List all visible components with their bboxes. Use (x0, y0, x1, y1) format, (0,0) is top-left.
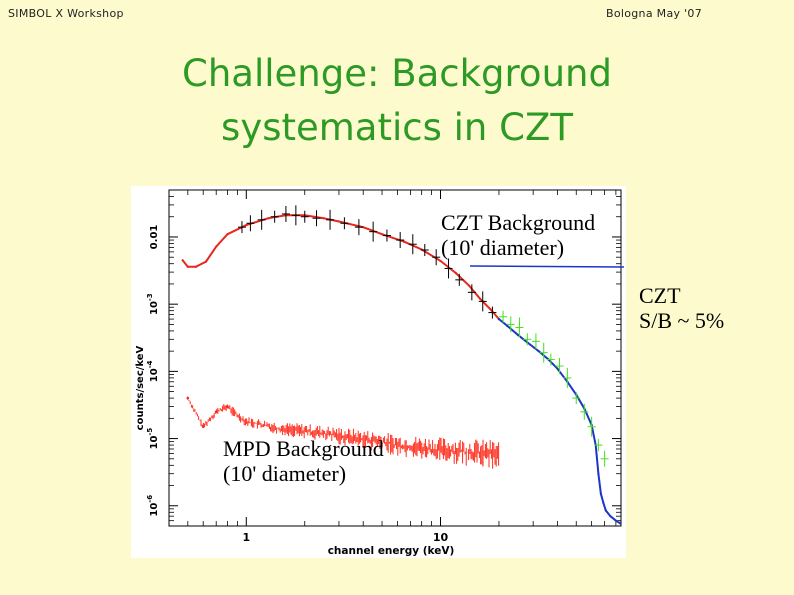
series-point-0 (439, 259, 442, 263)
y-tick-exponent: -6 (146, 495, 154, 503)
czt-background-line2: (10' diameter) (441, 235, 565, 260)
series-point-0 (204, 260, 208, 263)
series-point-0 (479, 297, 482, 300)
series-point-0 (226, 233, 229, 236)
y-tick-label: 10-5 (146, 428, 160, 450)
czt-sb-line1: CZT (639, 283, 681, 308)
background-scatter-point (214, 410, 218, 414)
czt-background-annotation: CZT Background (10' diameter) (441, 210, 595, 260)
czt-background-line1: CZT Background (441, 210, 596, 235)
header-left-text: SIMBOL X Workshop (8, 7, 124, 20)
x-tick-label: 10 (433, 531, 449, 544)
background-scatter-point (226, 405, 229, 408)
y-tick-label: 10-4 (146, 360, 160, 382)
series-point-2 (505, 324, 509, 327)
mpd-background-line1: MPD Background (223, 436, 384, 461)
series-point-2 (609, 515, 612, 518)
series-point-0 (380, 233, 384, 236)
background-scatter-point (201, 425, 205, 429)
series-point-2 (537, 350, 540, 353)
spectrum-plot: 1 10 0.01 10-3 10-4 10-5 10-6 channel energy (… (131, 186, 626, 558)
series-point-0 (215, 245, 218, 248)
slide-title-line2: systematics in CZT (221, 106, 573, 149)
series-point-2 (604, 509, 607, 512)
series-point-2 (599, 492, 603, 496)
series-point-0 (181, 259, 184, 262)
slide-title-line1: Challenge: Background (182, 52, 612, 95)
series-point-2 (516, 333, 519, 336)
series-point-0 (267, 217, 270, 220)
chart-series (181, 205, 622, 525)
series-point-0 (186, 265, 189, 268)
series-point-2 (597, 472, 600, 475)
series-point-2 (497, 317, 501, 321)
background-scatter-point (186, 396, 190, 400)
series-point-0 (362, 226, 365, 229)
series-point-2 (618, 522, 622, 525)
header-right-text: Bologna May '07 (606, 7, 703, 20)
y-tick-label: 10-3 (146, 293, 160, 315)
series-point-0 (488, 307, 492, 311)
series-point-0 (245, 224, 248, 227)
y-axis-label: counts/sec/keV (135, 345, 146, 430)
y-tick-label: 0.01 (149, 225, 160, 250)
series-point-0 (454, 271, 457, 275)
series-point-2 (602, 501, 605, 505)
x-tick-label: 1 (242, 531, 250, 544)
series-point-2 (556, 367, 559, 370)
plot-frame (168, 189, 622, 527)
x-axis-label: channel energy (keV) (328, 545, 455, 557)
series-point-0 (467, 284, 470, 287)
series-point-0 (337, 220, 341, 223)
y-tick-exponent: -3 (146, 293, 154, 301)
czt-sb-line2: S/B ~ 5% (639, 308, 725, 333)
spectrum-chart-svg: 1 10 0.01 10-3 10-4 10-5 10-6 channel energy (… (135, 189, 622, 557)
mpd-background-line2: (10' diameter) (223, 461, 347, 486)
series-point-0 (194, 265, 197, 268)
y-tick-exponent: -4 (146, 360, 154, 368)
y-tick-exponent: -5 (146, 428, 154, 436)
series-point-0 (403, 240, 406, 243)
chart-axes: 1 10 0.01 10-3 10-4 10-5 10-6 (146, 189, 622, 544)
czt-sb-annotation: CZT S/B ~ 5% (639, 283, 724, 333)
series-point-0 (322, 217, 325, 220)
mpd-background-annotation: MPD Background (10' diameter) (223, 436, 384, 486)
series-line-2 (498, 318, 621, 525)
series-point-2 (614, 519, 617, 522)
y-tick-label: 10-6 (146, 495, 160, 517)
